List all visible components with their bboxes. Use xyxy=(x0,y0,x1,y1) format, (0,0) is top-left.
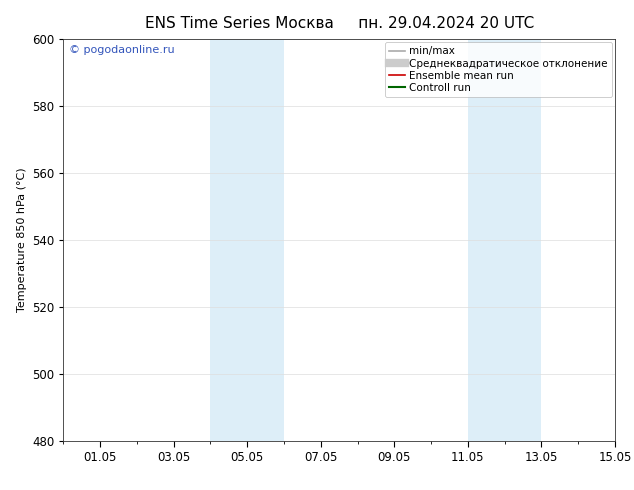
Legend: min/max, Среднеквадратическое отклонение, Ensemble mean run, Controll run: min/max, Среднеквадратическое отклонение… xyxy=(385,42,612,97)
Bar xyxy=(468,39,505,441)
Bar xyxy=(210,39,247,441)
Bar xyxy=(505,39,541,441)
Bar xyxy=(247,39,284,441)
Y-axis label: Temperature 850 hPa (°С): Temperature 850 hPa (°С) xyxy=(16,168,27,313)
Title: ENS Time Series Москва     пн. 29.04.2024 20 UTC: ENS Time Series Москва пн. 29.04.2024 20… xyxy=(145,16,534,31)
Text: © pogodaonline.ru: © pogodaonline.ru xyxy=(69,45,174,55)
